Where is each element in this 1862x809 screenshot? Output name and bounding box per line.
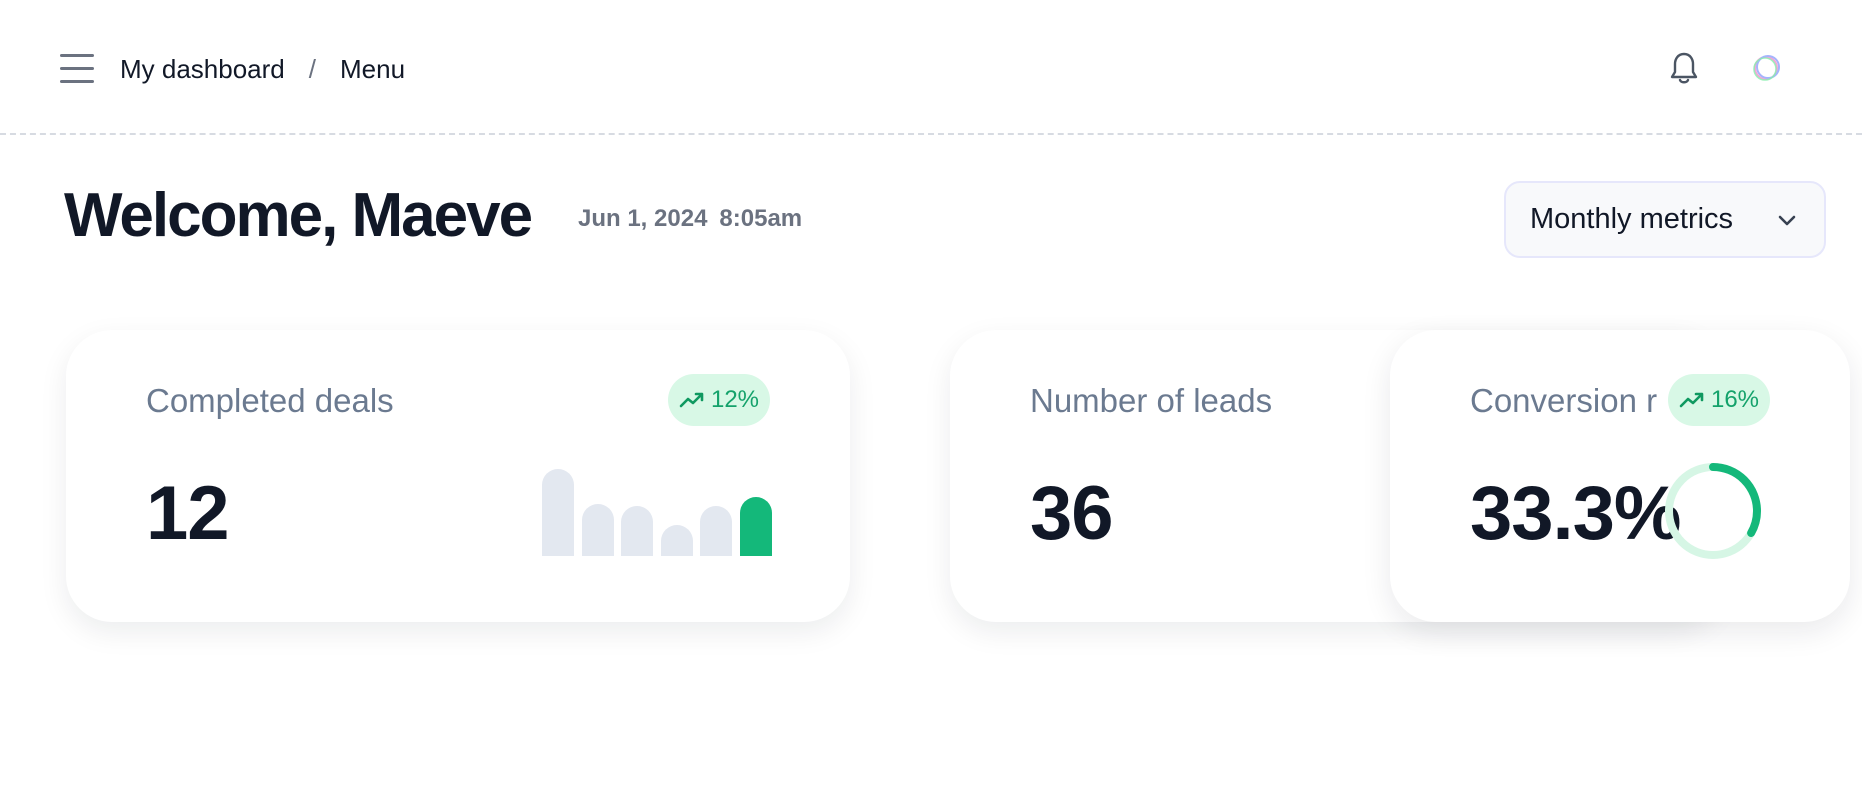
card-title: Completed deals — [146, 382, 394, 419]
trend-change: 16% — [1710, 386, 1760, 413]
breadcrumb-menu[interactable]: Menu — [340, 53, 406, 84]
card-title: Conversion r — [1470, 382, 1658, 419]
metrics-period-dropdown[interactable]: Monthly metrics — [1504, 181, 1826, 258]
deals-bar — [739, 497, 772, 556]
card-value: 33.3% — [1470, 471, 1681, 556]
card-title: Number of leads — [1030, 382, 1273, 419]
current-date: Jun 1, 2024 — [578, 205, 708, 232]
metrics-period-label: Monthly metrics — [1530, 203, 1734, 235]
breadcrumb-separator: / — [308, 53, 316, 84]
hamburger-menu-icon[interactable] — [58, 52, 98, 86]
deals-bar — [700, 506, 732, 556]
trend-badge: 16% — [1668, 374, 1770, 426]
completed-deals-card[interactable]: Completed deals 12% 12 — [66, 330, 850, 622]
breadcrumb-dashboard[interactable]: My dashboard — [120, 53, 285, 84]
deals-mini-bar-chart — [542, 468, 776, 556]
trend-up-icon — [1679, 392, 1704, 408]
conversion-rate-card[interactable]: Conversion r 16% 33.3% — [1390, 330, 1850, 622]
page-title: Welcome, Maeve — [64, 181, 533, 250]
chevron-down-icon — [1778, 215, 1796, 226]
top-bar: My dashboard / Menu — [0, 0, 1862, 135]
trend-up-icon — [679, 392, 704, 408]
deals-bar — [542, 469, 574, 556]
card-value: 12 — [146, 471, 230, 556]
deals-bar — [581, 504, 614, 556]
trend-change: 12% — [710, 386, 760, 413]
date-time: Jun 1, 2024 8:05am — [578, 205, 802, 233]
ring-progress — [1665, 463, 1761, 559]
current-time: 8:05am — [719, 205, 803, 232]
deals-bar — [621, 506, 653, 556]
conversion-progress-ring — [1665, 463, 1761, 559]
breadcrumb: My dashboard / Menu — [120, 52, 405, 86]
avatar-logo-icon[interactable] — [1748, 50, 1784, 86]
trend-badge: 12% — [668, 374, 770, 426]
bell-icon[interactable] — [1668, 50, 1700, 86]
card-value: 36 — [1030, 471, 1114, 556]
deals-bar — [660, 525, 693, 556]
